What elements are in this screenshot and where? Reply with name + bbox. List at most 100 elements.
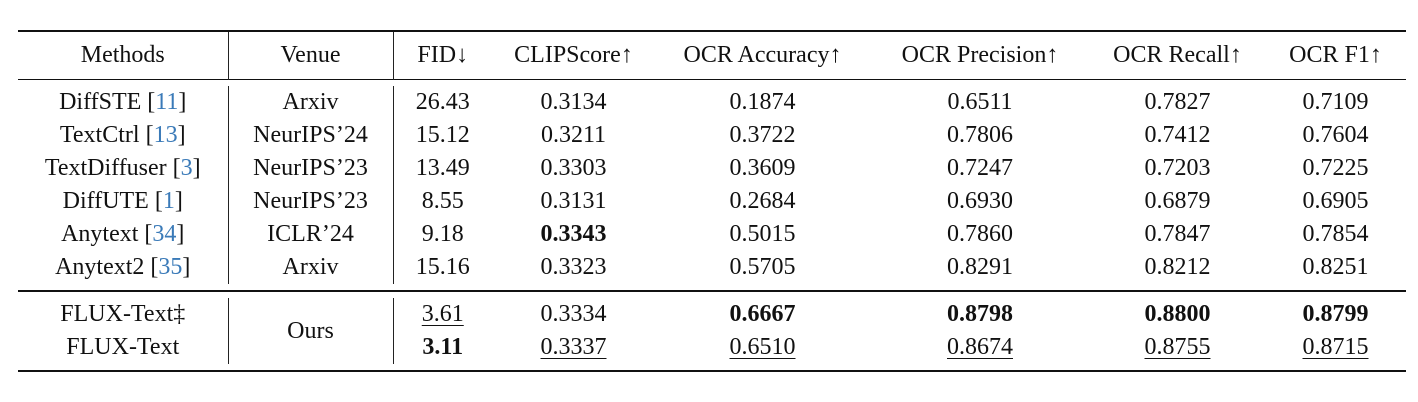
results-table: Methods Venue FID↓ CLIPScore↑ OCR Accuracy↑ O… xyxy=(18,30,1406,372)
spacer-cell xyxy=(18,364,228,371)
citation-link[interactable]: 34 xyxy=(152,221,177,247)
method-cell: DiffSTE [11] xyxy=(18,86,229,119)
table-row: TextDiffuser [3] NeurIPS’23 13.49 0.3303 0.3… xyxy=(18,152,1406,185)
spacer-cell xyxy=(18,284,228,291)
spacer-cell xyxy=(870,284,1090,291)
metric-cell: 0.7225 xyxy=(1302,155,1369,181)
spacer-cell xyxy=(870,364,1090,371)
metric-cell: 0.8674 xyxy=(947,334,1013,360)
citation-link[interactable]: 35 xyxy=(158,254,183,280)
metric-cell: 0.1874 xyxy=(729,89,796,115)
spacer-cell xyxy=(393,291,492,298)
metric-cell: 0.8798 xyxy=(947,301,1013,327)
column-header: Methods xyxy=(18,31,229,80)
metric-cell: 0.6510 xyxy=(729,334,796,360)
metric-cell: 0.7109 xyxy=(1302,89,1369,115)
metric-cell: 0.3334 xyxy=(540,301,607,327)
venue-cell: NeurIPS’23 xyxy=(228,152,394,185)
metric-cell: 0.8251 xyxy=(1302,254,1369,280)
spacer-cell xyxy=(492,291,655,298)
metric-cell: 3.11 xyxy=(422,334,464,360)
row-spacer xyxy=(18,364,1406,371)
metric-cell: 0.6879 xyxy=(1144,188,1211,214)
method-cell: DiffUTE [1] xyxy=(18,185,229,218)
spacer-cell xyxy=(1265,291,1406,298)
spacer-cell xyxy=(492,364,655,371)
method-name: TextDiffuser xyxy=(44,155,167,181)
table-row: Anytext2 [35] Arxiv 15.16 0.3323 0.5705 0.829… xyxy=(18,251,1406,284)
header-row: Methods Venue FID↓ CLIPScore↑ OCR Accuracy↑ O… xyxy=(18,31,1406,80)
method-name: Anytext xyxy=(61,221,139,247)
column-header: OCR Recall↑ xyxy=(1113,42,1242,68)
citation-link[interactable]: 3 xyxy=(180,155,193,181)
metric-cell: 0.6905 xyxy=(1302,188,1369,214)
metric-cell: 0.3303 xyxy=(540,155,607,181)
metric-cell: 0.3211 xyxy=(540,122,607,148)
venue-cell: Arxiv xyxy=(228,251,394,284)
metric-cell: 0.7806 xyxy=(947,122,1013,148)
metric-cell: 0.6667 xyxy=(729,301,796,327)
metric-cell: 0.8755 xyxy=(1144,334,1211,360)
citation-link[interactable]: 11 xyxy=(155,89,179,115)
metric-cell: 0.3722 xyxy=(729,122,796,148)
method-name: Anytext2 xyxy=(55,254,145,280)
metric-cell: 0.7827 xyxy=(1144,89,1211,115)
metric-cell: 0.7203 xyxy=(1144,155,1211,181)
column-header: FID↓ xyxy=(417,42,469,68)
metric-cell: 13.49 xyxy=(415,155,470,181)
venue-cell: Arxiv xyxy=(228,86,394,119)
column-header: Venue xyxy=(228,31,394,80)
metric-cell: 0.7247 xyxy=(947,155,1013,181)
column-header: OCR Accuracy↑ xyxy=(683,42,842,68)
venue-cell: ICLR’24 xyxy=(228,218,394,251)
metric-cell: 15.12 xyxy=(415,122,470,148)
metric-cell: 0.3337 xyxy=(540,334,607,360)
method-name: TextCtrl xyxy=(59,122,140,148)
metric-cell: 0.8799 xyxy=(1302,301,1369,327)
column-header: OCR Precision↑ xyxy=(901,42,1059,68)
citation-link[interactable]: 1 xyxy=(162,188,175,214)
method-cell: Anytext [34] xyxy=(18,218,229,251)
spacer-cell xyxy=(492,284,655,291)
citation-link[interactable]: 13 xyxy=(153,122,178,148)
method-cell: FLUX-Text‡ xyxy=(18,298,229,331)
spacer-cell xyxy=(228,291,393,298)
method-name: DiffSTE xyxy=(59,89,142,115)
metric-cell: 0.7847 xyxy=(1144,221,1211,247)
method-cell: TextCtrl [13] xyxy=(18,119,229,152)
metric-cell: 0.7854 xyxy=(1302,221,1369,247)
metric-cell: 0.8715 xyxy=(1302,334,1369,360)
spacer-cell xyxy=(1265,364,1406,371)
method-cell: FLUX-Text xyxy=(18,331,229,364)
metric-cell: 26.43 xyxy=(415,89,470,115)
metric-cell: 0.3343 xyxy=(540,221,607,247)
metric-cell: 9.18 xyxy=(421,221,464,247)
row-spacer xyxy=(18,291,1406,298)
spacer-cell xyxy=(655,284,870,291)
spacer-cell xyxy=(393,364,492,371)
metric-cell: 0.6511 xyxy=(947,89,1013,115)
metric-cell: 0.3609 xyxy=(729,155,796,181)
spacer-cell xyxy=(655,291,870,298)
metric-cell: 0.6930 xyxy=(947,188,1013,214)
column-header: CLIPScore↑ xyxy=(514,42,633,68)
metric-cell: 0.5705 xyxy=(729,254,796,280)
spacer-cell xyxy=(1265,284,1406,291)
metric-cell: 0.2684 xyxy=(729,188,796,214)
spacer-cell xyxy=(228,284,393,291)
spacer-cell xyxy=(18,291,228,298)
table-row: TextCtrl [13] NeurIPS’24 15.12 0.3211 0.3722… xyxy=(18,119,1406,152)
column-header: OCR F1↑ xyxy=(1289,42,1382,68)
metric-cell: 0.3131 xyxy=(540,188,607,214)
metric-cell: 0.3134 xyxy=(540,89,607,115)
method-cell: TextDiffuser [3] xyxy=(18,152,229,185)
metric-cell: 0.7860 xyxy=(947,221,1013,247)
metric-cell: 0.8212 xyxy=(1144,254,1211,280)
row-spacer xyxy=(18,284,1406,291)
table-row: DiffSTE [11] Arxiv 26.43 0.3134 0.1874 0.6511… xyxy=(18,86,1406,119)
method-cell: Anytext2 [35] xyxy=(18,251,229,284)
spacer-cell xyxy=(1090,284,1265,291)
metric-cell: 8.55 xyxy=(421,188,464,214)
method-name: DiffUTE xyxy=(62,188,149,214)
venue-cell: NeurIPS’23 xyxy=(228,185,394,218)
